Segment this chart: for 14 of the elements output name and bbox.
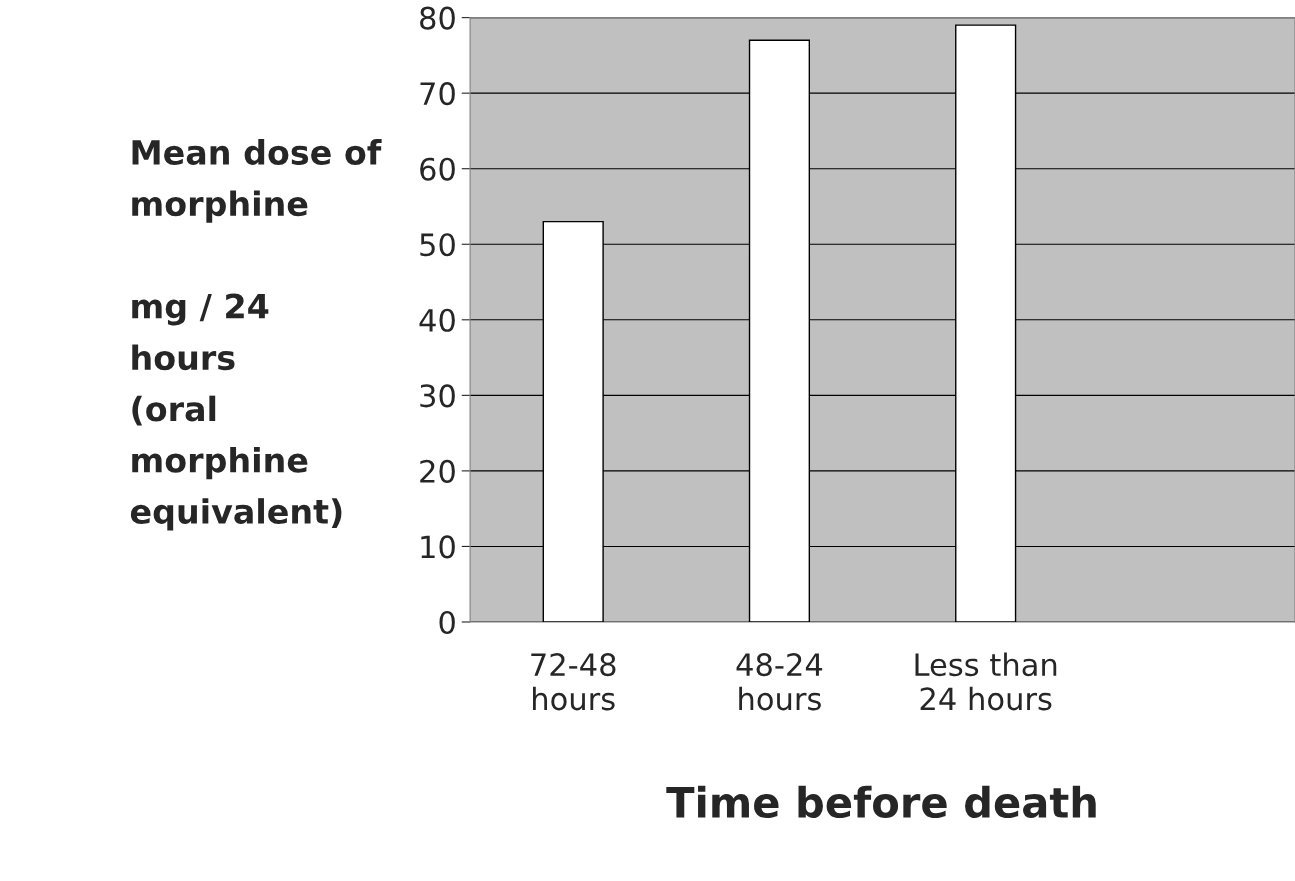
y-tick-label: 60 [420, 157, 455, 181]
y-tick-label: 10 [421, 535, 455, 559]
y-tick-label: 50 [420, 233, 455, 257]
y-tick-label: 30 [420, 384, 455, 408]
y-tick-label: 0 [439, 610, 455, 635]
y-tick-label: 40 [419, 308, 455, 332]
y-tick-label: 80 [420, 6, 455, 30]
text: Mean dose of morphine mg / 24 hours (oral morphine equivalent) [130, 139, 382, 531]
x-axis-title: Time before death [666, 785, 1096, 819]
x-tick-label: 72-48 hours [531, 653, 616, 711]
y-tick-label: 70 [420, 82, 455, 106]
y-tick-label: 20 [420, 459, 455, 483]
x-tick-label: Less than 24 hours [915, 652, 1057, 711]
x-tick-label: 48-24 hours [736, 653, 823, 711]
